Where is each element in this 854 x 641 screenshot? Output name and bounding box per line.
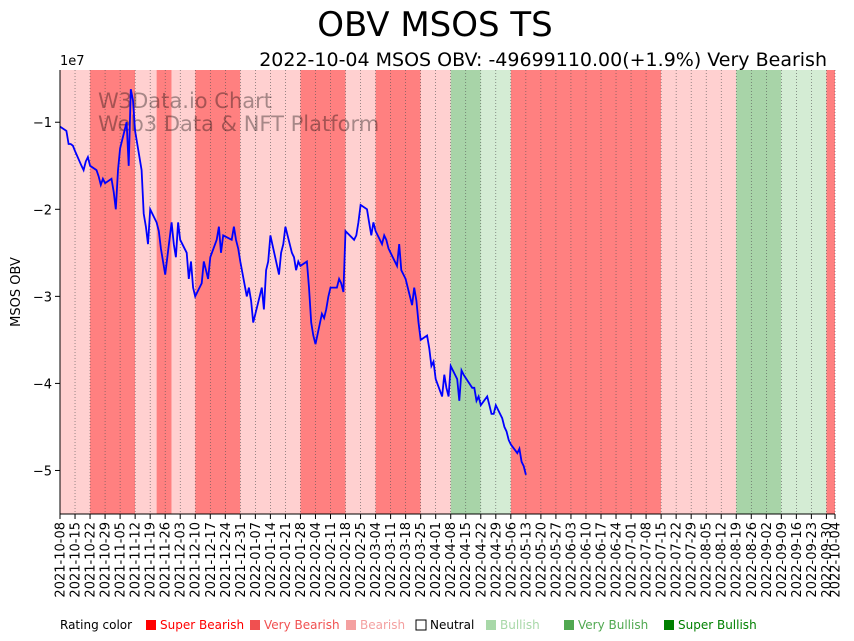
x-tick-label-27: 2022-04-08	[444, 522, 459, 598]
x-tick-label-7: 2021-11-19	[144, 522, 159, 598]
x-tick-label-29: 2022-04-22	[474, 522, 489, 598]
x-tick-label-10: 2021-12-10	[189, 522, 204, 598]
x-tick-label-45: 2022-08-12	[715, 522, 730, 598]
watermark-line-2: Web3 Data & NFT Platform	[98, 112, 379, 136]
x-tick-label-41: 2022-07-15	[655, 522, 670, 598]
x-tick-label-46: 2022-08-19	[730, 522, 745, 598]
x-tick-label-16: 2022-01-21	[279, 522, 294, 598]
x-tick-label-26: 2022-04-01	[429, 522, 444, 598]
chart-title: OBV MSOS TS	[317, 5, 553, 45]
x-tick-label-43: 2022-07-29	[685, 522, 700, 598]
legend-item-label-5: Bullish	[500, 618, 540, 632]
x-tick-label-50: 2022-09-16	[790, 522, 805, 598]
x-tick-label-37: 2022-06-17	[594, 522, 609, 598]
legend-swatch-2	[250, 620, 260, 630]
legend-swatch-5	[486, 620, 496, 630]
x-tick-label-32: 2022-05-13	[519, 522, 534, 598]
rating-band-17	[781, 70, 827, 514]
rating-band-2	[90, 70, 136, 514]
y-tick-label-2: −2	[33, 203, 52, 218]
x-tick-label-9: 2021-12-03	[174, 522, 189, 598]
x-tick-label-18: 2022-02-04	[309, 522, 324, 598]
x-tick-label-1: 2021-10-08	[54, 522, 69, 598]
y-tick-label-1: −1	[33, 116, 52, 131]
y-axis-label: MSOS OBV	[9, 257, 24, 327]
x-tick-label-42: 2022-07-22	[670, 522, 685, 598]
rating-bands	[60, 70, 835, 514]
legend-item-label-1: Super Bearish	[160, 618, 244, 632]
x-tick-label-44: 2022-08-05	[700, 522, 715, 598]
x-tick-label-12: 2021-12-24	[219, 522, 234, 598]
legend-title: Rating color	[60, 618, 132, 632]
x-tick-label-36: 2022-06-10	[579, 522, 594, 598]
x-tick-label-14: 2022-01-07	[249, 522, 264, 598]
x-tick-label-51: 2022-09-23	[805, 522, 820, 598]
x-tick-label-5: 2021-11-05	[114, 522, 129, 598]
rating-band-6	[195, 70, 241, 514]
y-axis-ticks: −1 −2 −3 −4 −5	[33, 116, 60, 479]
x-tick-label-17: 2022-01-28	[294, 522, 309, 598]
x-axis-ticks: 2021-10-08 2021-10-15 2021-10-22 2021-10-29…	[54, 514, 844, 598]
x-tick-label-31: 2022-05-06	[504, 522, 519, 598]
x-tick-label-23: 2022-03-11	[384, 522, 399, 598]
x-tick-label-6: 2021-11-12	[129, 522, 144, 598]
legend-item-label-4: Neutral	[430, 618, 474, 632]
x-tick-label-39: 2022-07-01	[625, 522, 640, 598]
x-tick-label-22: 2022-03-04	[369, 522, 384, 598]
x-tick-label-33: 2022-05-20	[534, 522, 549, 598]
x-tick-label-8: 2021-11-26	[159, 522, 174, 598]
y-tick-label-4: −4	[33, 377, 52, 392]
rating-legend: Rating color Super Bearish Very Bearish Bea…	[60, 618, 757, 632]
x-tick-label-15: 2022-01-14	[264, 522, 279, 598]
x-tick-label-11: 2021-12-17	[204, 522, 219, 598]
x-tick-label-21: 2022-02-25	[354, 522, 369, 598]
x-tick-label-2: 2021-10-15	[69, 522, 84, 598]
x-tick-label-24: 2022-03-18	[399, 522, 414, 598]
x-tick-label-19: 2022-02-11	[324, 522, 339, 598]
rating-band-8	[300, 70, 346, 514]
rating-band-16	[736, 70, 782, 514]
legend-swatch-6	[564, 620, 574, 630]
x-tick-label-3: 2021-10-22	[84, 522, 99, 598]
watermark-line-1: W3Data.io Chart	[98, 89, 272, 113]
x-tick-label-30: 2022-04-29	[489, 522, 504, 598]
legend-item-label-2: Very Bearish	[264, 618, 340, 632]
x-tick-label-47: 2022-08-26	[745, 522, 760, 598]
x-tick-label-53: 2022-10-04	[829, 522, 844, 598]
rating-band-4	[156, 70, 172, 514]
legend-swatch-3	[346, 620, 356, 630]
legend-swatch-4	[415, 619, 427, 631]
chart-subtitle: 2022-10-04 MSOS OBV: -49699110.00(+1.9%)…	[259, 49, 827, 71]
x-tick-label-20: 2022-02-18	[339, 522, 354, 598]
legend-item-label-7: Super Bullish	[678, 618, 757, 632]
legend-item-label-3: Bearish	[360, 618, 405, 632]
x-tick-label-49: 2022-09-09	[775, 522, 790, 598]
y-scale-label: 1e7	[60, 54, 85, 69]
legend-swatch-7	[664, 620, 674, 630]
y-tick-label-5: −5	[33, 464, 52, 479]
rating-band-5	[171, 70, 196, 514]
x-tick-label-13: 2021-12-31	[234, 522, 249, 598]
x-tick-label-40: 2022-07-08	[640, 522, 655, 598]
x-tick-label-48: 2022-09-02	[760, 522, 775, 598]
rating-band-18	[826, 70, 835, 514]
y-tick-label-3: −3	[33, 290, 52, 305]
x-tick-label-28: 2022-04-15	[459, 522, 474, 598]
x-tick-label-52: 2022-09-30	[820, 522, 835, 598]
rating-band-3	[135, 70, 157, 514]
watermark: W3Data.io Chart Web3 Data & NFT Platform	[98, 89, 379, 136]
legend-swatch-1	[146, 620, 156, 630]
x-tick-label-34: 2022-05-27	[549, 522, 564, 598]
x-tick-label-35: 2022-06-03	[564, 522, 579, 598]
x-tick-label-25: 2022-03-25	[414, 522, 429, 598]
x-tick-label-4: 2021-10-29	[99, 522, 114, 598]
rating-band-15	[661, 70, 737, 514]
obv-series-line	[59, 89, 527, 476]
x-tick-label-38: 2022-06-24	[610, 522, 625, 598]
legend-item-label-6: Very Bullish	[578, 618, 648, 632]
